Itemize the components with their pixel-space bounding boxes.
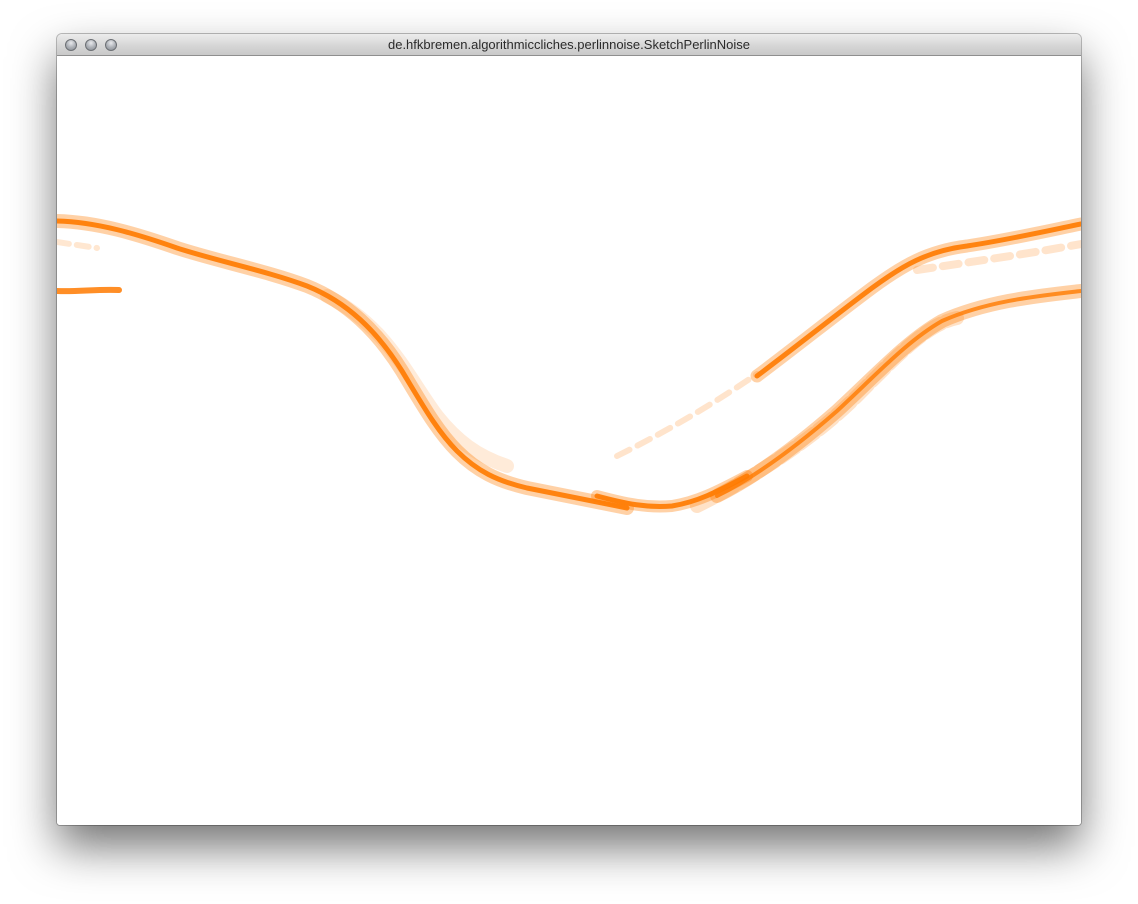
noise-trail xyxy=(754,221,1081,379)
sketch-canvas[interactable] xyxy=(57,56,1081,825)
noise-trail xyxy=(57,286,122,295)
perlin-noise-drawing xyxy=(57,214,1081,515)
noise-trail-faint xyxy=(913,240,1081,274)
minimize-button[interactable] xyxy=(85,39,97,51)
app-window: de.hfkbremen.algorithmiccliches.perlinno… xyxy=(57,34,1081,825)
window-title: de.hfkbremen.algorithmiccliches.perlinno… xyxy=(387,37,750,52)
close-button[interactable] xyxy=(65,39,77,51)
zoom-button[interactable] xyxy=(105,39,117,51)
noise-trail xyxy=(57,218,630,511)
title-bar[interactable]: de.hfkbremen.algorithmiccliches.perlinno… xyxy=(57,34,1081,56)
noise-trail xyxy=(591,470,753,513)
noise-trail-faint xyxy=(614,371,760,459)
noise-trail xyxy=(594,473,750,509)
noise-trail xyxy=(715,289,1081,498)
noise-trail xyxy=(57,214,634,515)
noise-trail-faint xyxy=(57,239,100,251)
